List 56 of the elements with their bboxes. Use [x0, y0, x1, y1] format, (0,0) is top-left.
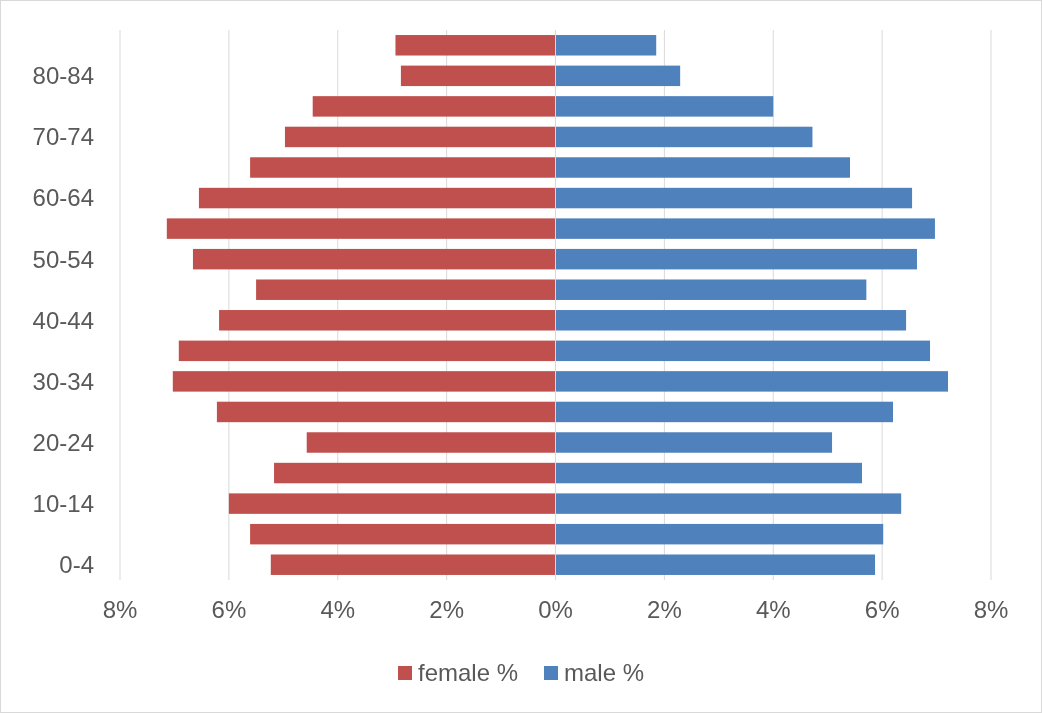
- bar: [270, 554, 556, 575]
- y-tick-label: 60-64: [32, 184, 94, 212]
- bar: [256, 279, 556, 300]
- y-tick-label: 50-54: [32, 245, 94, 273]
- bar: [555, 279, 867, 300]
- bar: [555, 310, 907, 331]
- x-tick-label: 8%: [973, 596, 1009, 623]
- bar: [555, 126, 813, 148]
- x-tick-label: 6%: [211, 596, 247, 623]
- bar: [250, 157, 556, 178]
- bar: [555, 371, 948, 392]
- bar: [555, 340, 931, 362]
- bar: [274, 462, 556, 484]
- bar: [555, 462, 862, 484]
- y-tick-label: 0-4: [59, 551, 94, 579]
- bar: [555, 554, 876, 575]
- bar: [555, 65, 681, 87]
- bar: [400, 65, 556, 87]
- bar: [178, 340, 556, 362]
- x-tick-label: 0%: [538, 596, 573, 623]
- bar: [166, 218, 556, 239]
- bar: [172, 371, 556, 392]
- bar: [192, 248, 556, 270]
- x-tick-label: 8%: [102, 596, 138, 623]
- bar: [284, 126, 556, 148]
- bar: [555, 493, 902, 514]
- bar: [555, 218, 935, 239]
- x-tick-label: 4%: [320, 596, 356, 623]
- bar: [395, 35, 556, 56]
- x-tick-label: 2%: [429, 596, 464, 623]
- bar: [198, 187, 556, 209]
- y-tick-label: 40-44: [32, 306, 94, 334]
- bar: [216, 401, 556, 423]
- x-tick-label: 2%: [647, 596, 682, 623]
- y-tick-label: 30-34: [32, 367, 94, 395]
- bar: [555, 248, 917, 270]
- bar: [306, 432, 556, 453]
- bar: [555, 187, 913, 209]
- bar: [555, 96, 774, 117]
- y-tick-label: 20-24: [32, 428, 94, 456]
- y-tick-label: 70-74: [32, 123, 94, 151]
- bar: [250, 523, 556, 545]
- bar: [219, 310, 556, 331]
- x-tick-label: 6%: [864, 596, 900, 623]
- bar: [312, 96, 556, 117]
- bar: [555, 401, 894, 423]
- x-tick-label: 4%: [755, 596, 791, 623]
- legend-label: male %: [564, 659, 645, 687]
- bar: [555, 157, 851, 178]
- bar: [555, 35, 657, 56]
- bar: [555, 523, 884, 545]
- y-tick-label: 80-84: [32, 62, 94, 90]
- bar: [228, 493, 556, 514]
- bar: [555, 432, 833, 453]
- y-tick-label: 10-14: [32, 490, 94, 518]
- legend-label: female %: [418, 659, 519, 687]
